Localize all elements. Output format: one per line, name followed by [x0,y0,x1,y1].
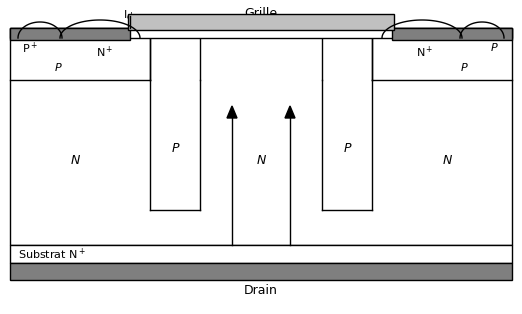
Text: Source: Source [12,29,51,39]
Bar [10,28,512,38]
Polygon shape [227,106,237,118]
Text: P: P [55,63,62,73]
Text: N: N [256,154,266,166]
Bar [10,245,512,263]
Bar [10,28,130,40]
Text: I$_{ds}$: I$_{ds}$ [123,8,137,22]
Text: P$^+$: P$^+$ [22,41,38,56]
Bar [10,263,512,280]
Text: P: P [343,142,351,154]
Text: P: P [171,142,179,154]
Text: Source: Source [471,29,510,39]
Bar [392,28,512,40]
Bar [10,28,512,245]
Text: N: N [442,154,452,166]
Bar [128,14,394,30]
Text: Substrat N$^+$: Substrat N$^+$ [18,246,86,262]
Text: P: P [490,43,497,53]
Text: Drain: Drain [244,284,278,296]
Text: N$^+$: N$^+$ [416,44,434,60]
Text: N: N [70,154,80,166]
Text: N$^+$: N$^+$ [96,44,114,60]
Polygon shape [285,106,295,118]
Text: Grille: Grille [244,7,278,20]
Text: P: P [460,63,467,73]
